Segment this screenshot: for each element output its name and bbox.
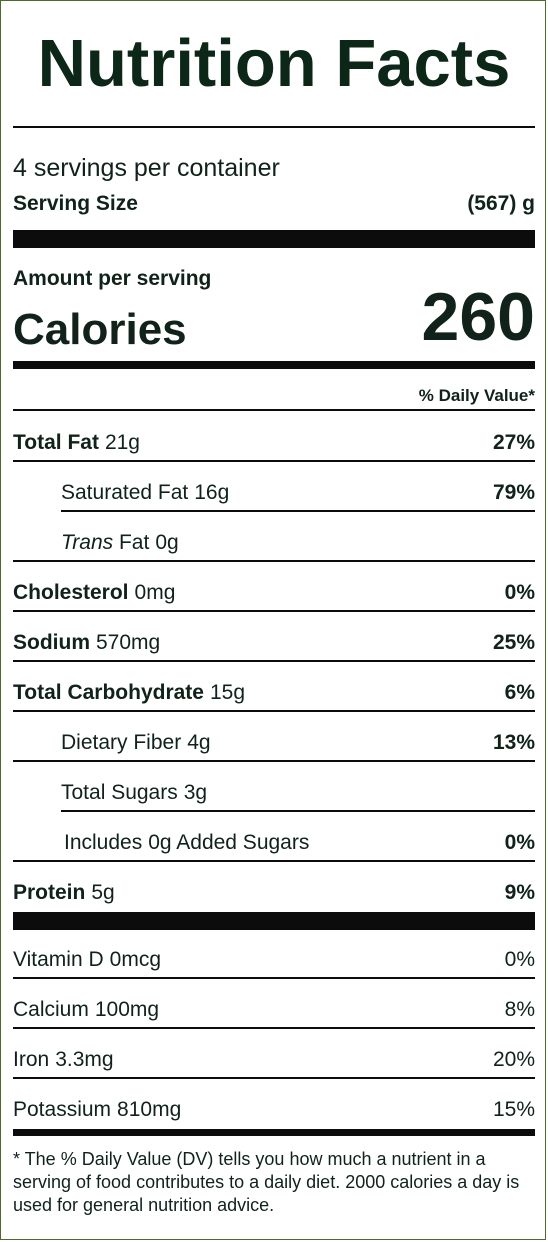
nutrient-daily-value: 0% [504,831,535,854]
nutrient-name: Saturated Fat [61,481,189,504]
nutrient-daily-value: 27% [492,431,535,454]
nutrient-row-total-fat: Total Fat 21g 27% [13,412,535,462]
vitamin-name: Vitamin D [13,948,104,971]
row-divider [13,560,535,562]
nutrient-row-saturated-fat: Saturated Fat 16g 79% [13,462,535,512]
vitamin-name: Potassium [13,1098,112,1121]
vitamin-row-potassium: Potassium 810mg 15% [13,1079,535,1129]
nutrient-amount: 3g [183,781,208,804]
amount-per-serving: Amount per serving [13,267,212,290]
vitamin-daily-value: 0% [504,948,535,971]
nutrient-name: Total Fat [13,431,99,454]
nutrient-row-sodium: Sodium 570mg 25% [13,612,535,662]
nutrient-amount: 4g [187,731,211,754]
medium-divider [13,361,535,369]
label-title: Nutrition Facts [37,26,511,101]
row-divider [13,760,535,762]
nutrient-name: Includes [64,831,143,854]
nutrient-daily-value: 9% [504,881,535,904]
nutrient-row-added-sugars: Includes 0g Added Sugars 0% [13,812,535,862]
nutrient-name: Total Carbohydrate [13,681,204,704]
nutrient-name-italic: Trans [61,531,114,554]
nutrient-amount: 16g [194,481,230,504]
nutrient-daily-value: 0% [504,581,535,604]
row-divider [61,510,535,512]
nutrient-amount: 0g [155,531,179,554]
nutrient-daily-value: 25% [492,631,535,654]
vitamin-row-calcium: Calcium 100mg 8% [13,979,535,1029]
row-divider [13,1027,535,1029]
nutrient-row-trans-fat: Trans Fat 0g [13,512,535,562]
vitamin-amount: 3.3mg [55,1048,114,1071]
thick-divider [13,230,535,248]
nutrient-name: Cholesterol [13,581,129,604]
thick-divider [13,912,535,930]
nutrient-amount: 570mg [96,631,161,654]
nutrient-daily-value: 6% [504,681,535,704]
nutrient-row-cholesterol: Cholesterol 0mg 0% [13,562,535,612]
vitamin-daily-value: 15% [492,1098,535,1121]
nutrient-name: Sodium [13,631,90,654]
vitamin-daily-value: 8% [504,998,535,1021]
nutrient-row-total-sugars: Total Sugars 3g [13,762,535,812]
row-divider [13,660,535,662]
vitamin-amount: 100mg [94,998,160,1021]
divider [13,126,535,128]
calories-value: 260 [421,279,535,355]
nutrient-name: Fat [118,531,150,554]
nutrient-amount: 5g [91,881,115,904]
nutrient-row-protein: Protein 5g 9% [13,862,535,912]
vitamin-name: Calcium [13,998,89,1021]
nutrient-name: Dietary Fiber [61,731,182,754]
row-divider [13,460,535,462]
row-divider [13,977,535,979]
vitamin-amount: 810mg [117,1098,182,1121]
serving-size-label: Serving Size [13,192,138,215]
vitamin-row-vitamin-d: Vitamin D 0mcg 0% [13,929,535,979]
vitamin-daily-value: 20% [492,1048,535,1071]
nutrient-daily-value: 79% [492,481,535,504]
calories-label: Calories [13,305,187,354]
divider [13,409,535,411]
row-divider [61,810,535,812]
row-divider [13,610,535,612]
serving-size-value: (567) g [467,192,535,215]
row-divider [13,710,535,712]
daily-value-header: % Daily Value* [418,386,535,405]
row-divider [13,1077,535,1079]
nutrient-name: Total Sugars [61,781,178,804]
footnote: * The % Daily Value (DV) tells you how m… [13,1149,520,1215]
nutrient-amount: 0mg [134,581,176,604]
nutrient-row-total-carbohydrate: Total Carbohydrate 15g 6% [13,662,535,712]
nutrient-amount: 21g [104,431,140,454]
vitamin-amount: 0mcg [109,948,162,971]
vitamin-row-iron: Iron 3.3mg 20% [13,1029,535,1079]
vitamin-name: Iron [13,1048,50,1071]
nutrient-daily-value: 13% [492,731,535,754]
nutrient-row-dietary-fiber: Dietary Fiber 4g 13% [13,712,535,762]
nutrient-amount: 15g [209,681,246,704]
nutrient-name: Protein [13,881,86,904]
medium-divider [13,1129,535,1136]
nutrient-amount: 0g Added Sugars [148,831,310,854]
servings-per-container: 4 servings per container [13,154,280,182]
row-divider [13,860,535,862]
